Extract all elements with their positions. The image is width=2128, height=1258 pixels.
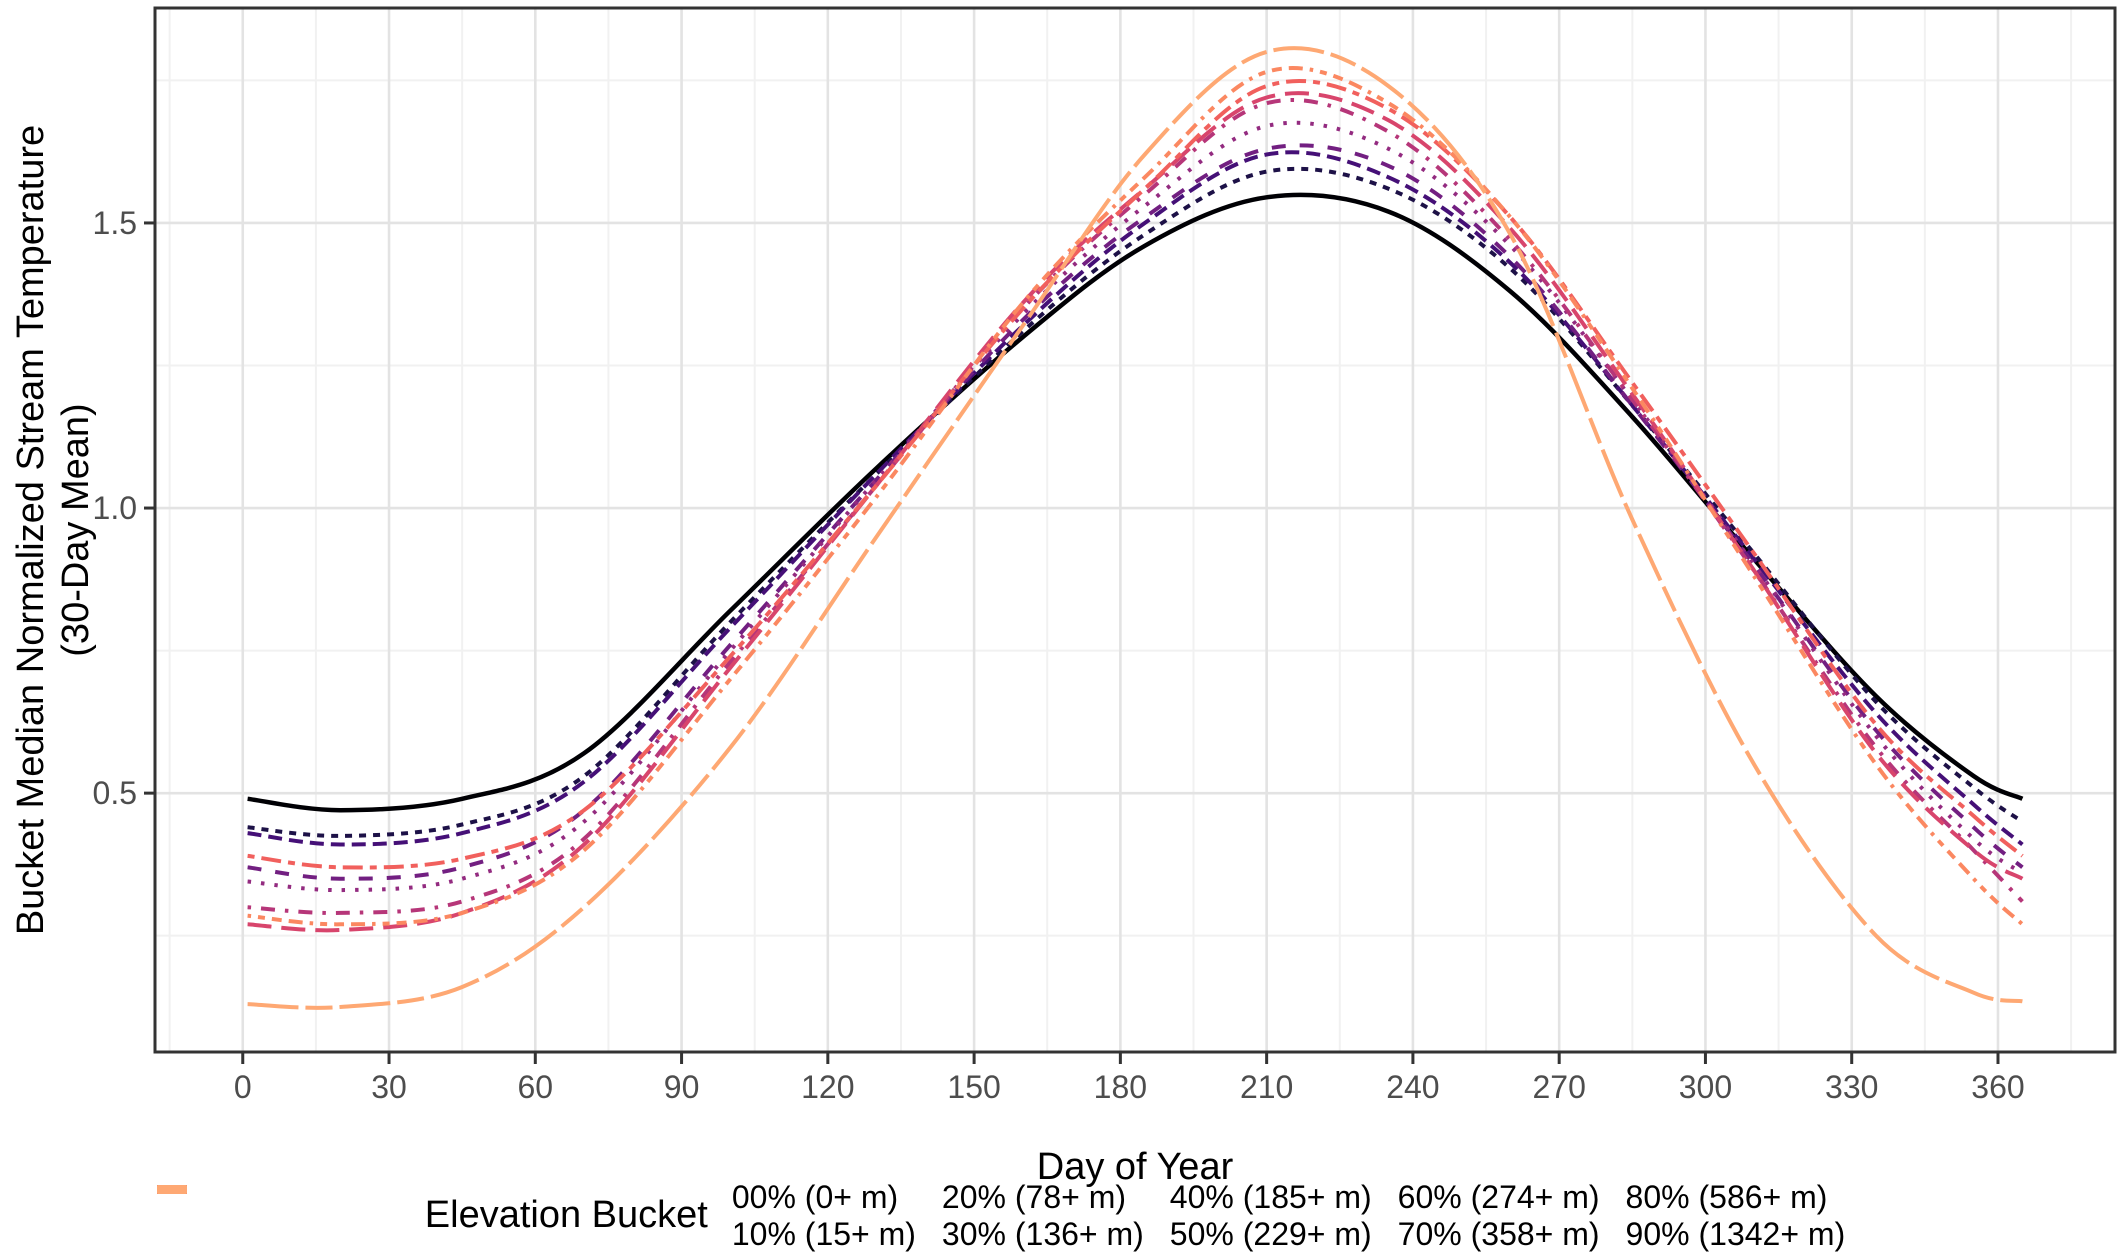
legend-entries: 00% (0+ m) 10% (15+ m) 20% (78+ m) 30% (136… — [157, 1178, 1846, 1252]
x-tick-label: 0 — [234, 1069, 252, 1105]
x-tick-label: 30 — [371, 1069, 407, 1105]
legend-item-label: 90% (1342+ m) — [1625, 1215, 1846, 1252]
legend-item-label: 50% (229+ m) — [1169, 1215, 1372, 1252]
x-tick-label: 180 — [1094, 1069, 1147, 1105]
x-tick-label: 210 — [1240, 1069, 1293, 1105]
series-line-60% — [247, 91, 2024, 933]
series-line-80% — [247, 66, 2024, 927]
panel-border — [153, 6, 2117, 1054]
series-line-00% — [247, 192, 2024, 813]
series-line-10% — [247, 166, 2024, 838]
legend-item-label: 40% (185+ m) — [1169, 1178, 1372, 1215]
x-tick-label: 240 — [1386, 1069, 1439, 1105]
legend: Elevation Bucket 00% (0+ m) 10% (15+ m) 20… — [155, 1178, 2115, 1252]
y-axis-title-line2: (30-Day Mean) — [55, 403, 97, 657]
x-axis-title: Day of Year — [1036, 1146, 1234, 1188]
y-tick-label: 1.0 — [93, 490, 137, 526]
legend-column: 00% (0+ m) 10% (15+ m) — [157, 1178, 916, 1252]
legend-title: Elevation Bucket — [424, 1194, 708, 1236]
series-line-20% — [247, 150, 2024, 847]
legend-item-00%: 00% (0+ m) — [157, 1178, 916, 1215]
series-line-40% — [247, 120, 2024, 893]
legend-column: 40% (185+ m) 50% (229+ m) — [157, 1178, 1372, 1252]
legend-item-label: 30% (136+ m) — [941, 1215, 1144, 1252]
y-tick-label: 0.5 — [93, 775, 137, 811]
legend-column: 80% (586+ m) 90% (1342+ m) — [157, 1178, 1846, 1252]
legend-item-label: 10% (15+ m) — [731, 1215, 916, 1252]
y-tick-label: 1.5 — [93, 205, 137, 241]
legend-item-label: 20% (78+ m) — [941, 1178, 1126, 1215]
x-tick-label: 270 — [1532, 1069, 1585, 1105]
legend-item-label: 80% (586+ m) — [1625, 1178, 1828, 1215]
legend-key-swatch — [157, 1185, 187, 1194]
y-axis-title-line1: Bucket Median Normalized Stream Temperat… — [10, 124, 52, 936]
legend-item-50%: 50% (229+ m) — [157, 1185, 1372, 1252]
legend-item-30%: 30% (136+ m) — [157, 1185, 1144, 1252]
legend-item-10%: 10% (15+ m) — [157, 1185, 916, 1252]
legend-column: 20% (78+ m) 30% (136+ m) — [157, 1178, 1144, 1252]
x-tick-label: 330 — [1825, 1069, 1878, 1105]
legend-item-40%: 40% (185+ m) — [157, 1178, 1372, 1215]
legend-item-70%: 70% (358+ m) — [157, 1185, 1600, 1252]
series-line-30% — [247, 143, 2024, 881]
legend-item-90%: 90% (1342+ m) — [157, 1185, 1846, 1252]
legend-key-icon — [157, 1185, 187, 1194]
x-tick-label: 360 — [1971, 1069, 2024, 1105]
legend-item-label: 60% (274+ m) — [1397, 1178, 1600, 1215]
x-tick-label: 300 — [1679, 1069, 1732, 1105]
legend-item-20%: 20% (78+ m) — [157, 1178, 1144, 1215]
y-axis-title: Bucket Median Normalized Stream Temperat… — [9, 0, 99, 1080]
x-tick-label: 120 — [801, 1069, 854, 1105]
legend-item-60%: 60% (274+ m) — [157, 1178, 1600, 1215]
series-line-90% — [247, 46, 2023, 1010]
x-tick-label: 90 — [664, 1069, 700, 1105]
legend-item-80%: 80% (586+ m) — [157, 1178, 1846, 1215]
legend-item-label: 70% (358+ m) — [1397, 1215, 1600, 1252]
legend-column: 60% (274+ m) 70% (358+ m) — [157, 1178, 1600, 1252]
legend-item-label: 00% (0+ m) — [731, 1178, 899, 1215]
series-line-70% — [247, 78, 2024, 870]
x-tick-label: 150 — [947, 1069, 1000, 1105]
x-tick-label: 60 — [518, 1069, 554, 1105]
